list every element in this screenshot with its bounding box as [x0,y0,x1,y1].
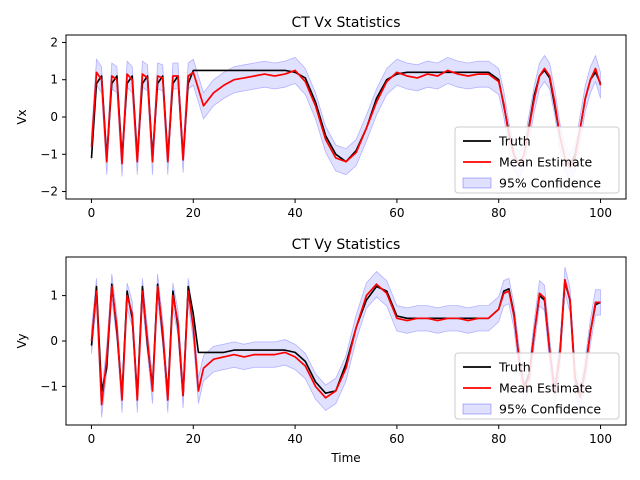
confidence-band [91,266,601,418]
vx-panel: 0 20 40 60 80 100 −2 −1 0 1 2 CT Vx Statistics Vx Tru… [15,15,627,220]
x-tick-label: 60 [389,206,404,220]
vy-panel: 0 20 40 60 80 100 −1 0 1 CT Vy Statistics Vy Time Tr… [15,237,627,465]
y-tick-label: 2 [50,35,58,49]
legend-estimate-label: Mean Estimate [499,155,593,170]
x-tick-label: 60 [389,432,404,446]
confidence-band [91,54,601,182]
y-axis-label: Vy [15,334,29,349]
chart-title: CT Vy Statistics [292,237,401,253]
y-tick-label: −1 [40,147,58,161]
x-tick-label: 80 [491,206,506,220]
y-tick-label: 1 [50,289,58,303]
legend-truth-label: Truth [498,360,531,375]
x-tick-label: 40 [287,206,302,220]
x-tick-label: 100 [589,432,612,446]
legend-confidence-label: 95% Confidence [499,176,601,191]
x-tick-label: 0 [88,206,96,220]
mean-estimate-line [90,67,602,169]
x-tick-label: 0 [88,432,96,446]
legend: Truth Mean Estimate 95% Confidence [454,126,620,194]
y-tick-label: −2 [40,185,58,199]
y-tick-label: −1 [40,379,58,393]
legend: Truth Mean Estimate 95% Confidence [454,352,620,420]
x-tick-label: 20 [186,432,201,446]
y-tick-label: 0 [50,110,58,124]
legend-truth-label: Truth [498,134,531,149]
legend-box [454,126,620,194]
mean-estimate-line [90,278,601,406]
legend-estimate-label: Mean Estimate [499,381,593,396]
chart-title: CT Vx Statistics [291,15,400,31]
x-tick-label: 80 [491,432,506,446]
legend-box [454,352,620,420]
x-tick-label: 40 [287,432,302,446]
x-tick-label: 100 [589,206,612,220]
x-tick-label: 20 [186,206,201,220]
y-tick-label: 1 [50,73,58,87]
y-tick-label: 0 [50,334,58,348]
legend-confidence-label: 95% Confidence [499,402,601,417]
x-axis-label: Time [330,451,360,465]
y-axis-label: Vx [15,109,29,124]
legend-confidence-swatch [462,177,492,189]
legend-confidence-swatch [462,403,492,415]
